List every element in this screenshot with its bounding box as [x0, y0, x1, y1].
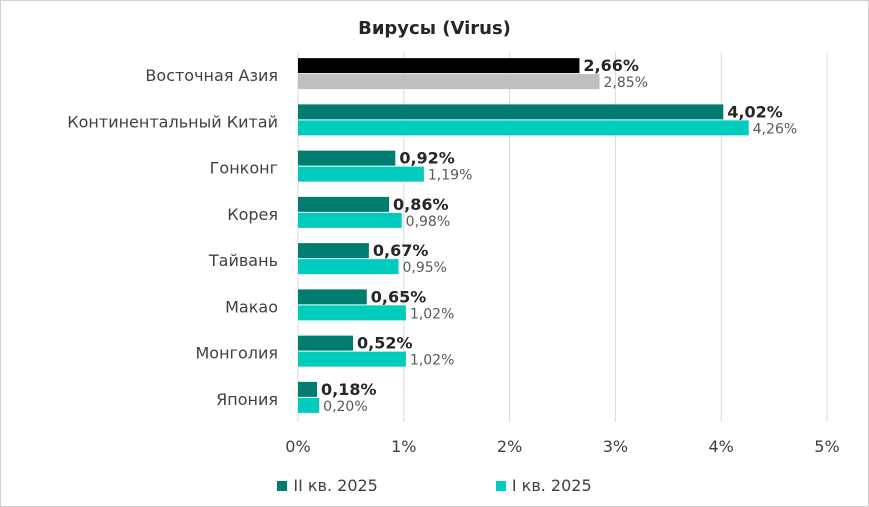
data-label-q2: 0,86%: [393, 195, 449, 214]
bar-q2: [298, 381, 318, 397]
data-label-q2: 0,92%: [399, 149, 455, 168]
bar-q1: [298, 74, 600, 90]
category-label: Тайвань: [208, 251, 278, 270]
legend: II кв. 2025 I кв. 2025: [0, 476, 869, 495]
bar-q1: [298, 351, 406, 367]
data-label-q1: 1,19%: [428, 168, 472, 184]
data-label-q1: 0,20%: [323, 399, 367, 415]
data-label-q2: 0,67%: [373, 241, 429, 260]
bar-q2: [298, 243, 369, 259]
legend-item-q2: II кв. 2025: [277, 476, 378, 495]
data-label-q2: 4,02%: [727, 102, 783, 121]
bar-q2: [298, 104, 724, 120]
legend-swatch-q2: [277, 480, 288, 491]
x-tick-label: 1%: [391, 437, 416, 456]
bar-q2: [298, 196, 389, 212]
chart-title: Вирусы (Virus): [358, 18, 511, 39]
category-label: Монголия: [196, 344, 279, 363]
bar-q2: [298, 150, 396, 166]
bar-q1: [298, 397, 320, 413]
bar-q1: [298, 305, 406, 321]
x-tick-label: 5%: [814, 437, 839, 456]
category-label: Восточная Азия: [145, 66, 278, 85]
data-label-q1: 2,85%: [604, 75, 648, 91]
data-label-q2: 0,18%: [321, 380, 377, 399]
category-label: Япония: [216, 390, 278, 409]
bar-q2: [298, 58, 580, 74]
bar-q2: [298, 335, 354, 351]
x-tick-label: 3%: [603, 437, 628, 456]
category-label: Корея: [227, 205, 278, 224]
category-label: Континентальный Китай: [67, 112, 278, 131]
bar-q1: [298, 212, 402, 228]
category-label: Макао: [225, 297, 278, 316]
legend-label-q1: I кв. 2025: [511, 476, 592, 495]
x-tick-label: 4%: [709, 437, 734, 456]
data-label-q1: 1,02%: [410, 353, 454, 369]
data-label-q1: 4,26%: [753, 121, 797, 137]
bar-q2: [298, 289, 367, 305]
bar-q1: [298, 166, 424, 182]
x-tick-label: 2%: [497, 437, 522, 456]
data-label-q2: 2,66%: [583, 56, 639, 75]
data-label-q2: 0,65%: [371, 287, 427, 306]
x-tick-label: 0%: [285, 437, 310, 456]
legend-label-q2: II кв. 2025: [293, 476, 378, 495]
category-label: Гонконг: [210, 159, 278, 178]
data-label-q2: 0,52%: [357, 334, 413, 353]
bar-q1: [298, 120, 749, 136]
data-label-q1: 0,95%: [403, 260, 447, 276]
bar-q1: [298, 259, 399, 275]
data-label-q1: 0,98%: [406, 214, 450, 230]
data-label-q1: 1,02%: [410, 306, 454, 322]
legend-item-q1: I кв. 2025: [495, 476, 592, 495]
legend-swatch-q1: [495, 480, 506, 491]
